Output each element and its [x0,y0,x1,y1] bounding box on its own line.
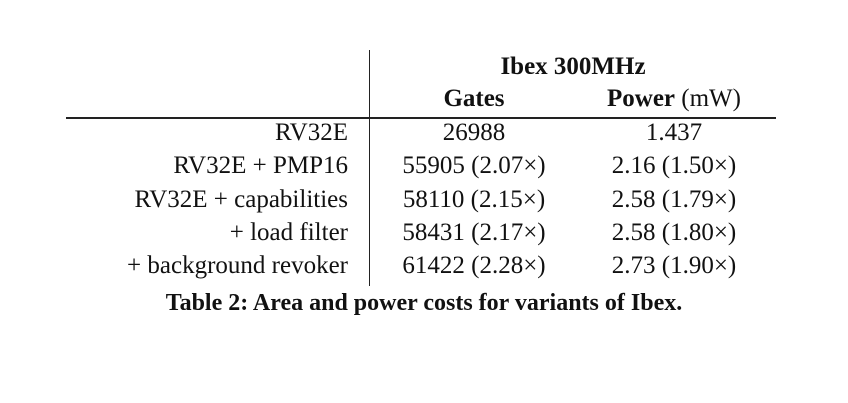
row-power: 2.73 (1.90×) [611,252,737,279]
group-header: Ibex 300MHz [500,53,646,80]
row-label: RV32E + capabilities [134,186,348,213]
row-gates: 61422 (2.28×) [402,252,546,279]
row-power: 2.58 (1.80×) [611,219,737,246]
power-header: Power (mW) [578,84,770,114]
row-gates: 55905 (2.07×) [402,152,546,179]
power-header-label: Power [607,85,676,112]
row-label: RV32E + PMP16 [173,152,348,179]
row-label: RV32E [275,119,348,146]
row-power: 2.58 (1.79×) [611,186,737,213]
header-rule [66,117,776,119]
row-gates: 26988 [442,119,506,146]
column-divider [369,50,370,286]
power-header-unit: (mW) [675,85,741,112]
row-power: 1.437 [645,119,703,146]
row-label: + load filter [229,219,348,246]
row-gates: 58110 (2.15×) [402,186,546,213]
row-label: + background revoker [127,252,348,279]
table-caption: Table 2: Area and power costs for varian… [165,290,683,316]
row-power: 2.16 (1.50×) [611,152,737,179]
row-gates: 58431 (2.17×) [402,219,546,246]
gates-header: Gates [443,85,505,112]
